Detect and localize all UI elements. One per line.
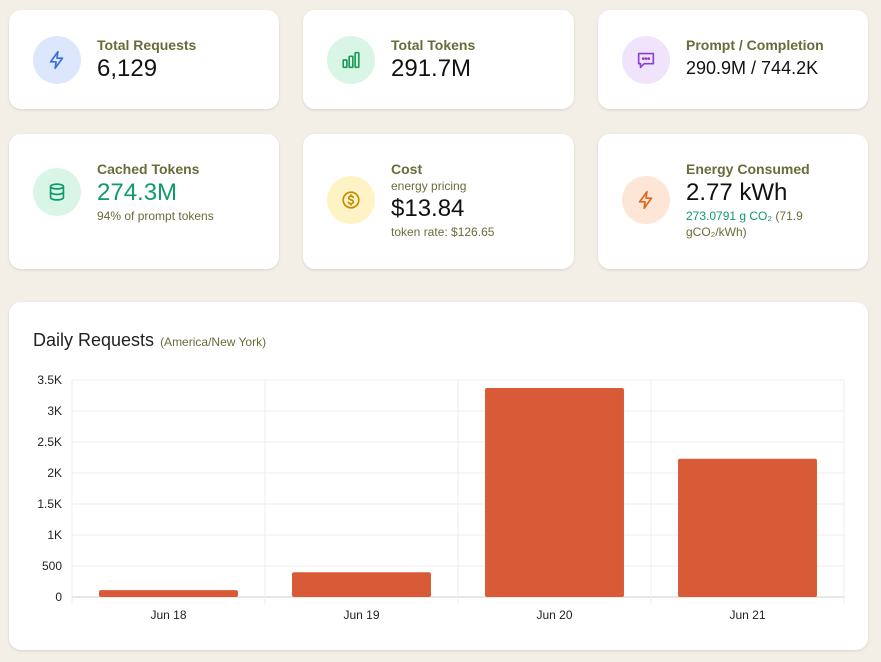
stat-sub: energy pricing xyxy=(391,179,467,193)
lightning-icon xyxy=(33,36,81,84)
stat-foot: token rate: $126.65 xyxy=(391,225,495,239)
stat-label: Total Tokens xyxy=(391,37,476,53)
stat-label: Cost xyxy=(391,161,423,177)
bar xyxy=(485,388,624,597)
y-tick-label: 1.5K xyxy=(37,497,62,511)
stat-label: Total Requests xyxy=(97,37,197,53)
lightning-icon xyxy=(622,176,670,224)
bar xyxy=(678,458,817,597)
stat-card-prompt-completion: Prompt / Completion 290.9M / 744.2K xyxy=(598,10,868,109)
y-tick-label: 1K xyxy=(47,528,62,542)
x-tick-label: Jun 19 xyxy=(343,608,379,622)
stat-card-cached-tokens: Cached Tokens 274.3M 94% of prompt token… xyxy=(9,134,279,269)
daily-requests-chart: 0 500 1K 1.5K 2K 2.5K 3K 3.5K Jun 18 Jun 19 Jun 20… xyxy=(37,373,845,622)
stat-value: $13.84 xyxy=(391,195,465,222)
stat-foot: 273.0791 g CO₂ (71.9 gCO₂/kWh) xyxy=(686,208,816,240)
dollar-coin-icon xyxy=(327,176,375,224)
database-icon xyxy=(33,168,81,216)
stat-value: 274.3M xyxy=(97,179,178,206)
x-tick-label: Jun 20 xyxy=(536,608,572,622)
chart-timezone: (America/New York) xyxy=(160,335,267,349)
stat-card-cost: Cost energy pricing $13.84 token rate: $… xyxy=(303,134,574,269)
bar xyxy=(292,572,431,597)
co2-amount: 273.0791 g CO₂ xyxy=(686,209,773,223)
y-tick-label: 3.5K xyxy=(37,373,62,387)
stat-label: Energy Consumed xyxy=(686,161,810,177)
stat-value: 6,129 xyxy=(97,55,158,82)
chart-title-text: Daily Requests xyxy=(33,330,155,350)
x-tick-label: Jun 18 xyxy=(150,608,186,622)
bar xyxy=(99,590,238,597)
stat-value: 291.7M xyxy=(391,55,472,82)
bar-chart-icon xyxy=(327,36,375,84)
stat-label: Cached Tokens xyxy=(97,161,200,177)
y-tick-label: 3K xyxy=(47,404,62,418)
x-tick-label: Jun 21 xyxy=(729,608,765,622)
chart-title: Daily Requests (America/New York) xyxy=(33,330,266,351)
stat-value: 290.9M / 744.2K xyxy=(686,58,819,78)
stat-label: Prompt / Completion xyxy=(686,37,824,53)
stat-card-total-requests: Total Requests 6,129 xyxy=(9,10,279,109)
chat-icon xyxy=(622,36,670,84)
daily-requests-card: Daily Requests (America/New York) 0 500 1K 1… xyxy=(9,302,868,650)
stat-card-total-tokens: Total Tokens 291.7M xyxy=(303,10,574,109)
stat-value: 2.77 kWh xyxy=(686,179,788,206)
stat-card-energy: Energy Consumed 2.77 kWh 273.0791 g CO₂ … xyxy=(598,134,868,269)
y-tick-label: 500 xyxy=(42,559,62,573)
stat-foot: 94% of prompt tokens xyxy=(97,209,214,223)
co2-rate: (71.9 gCO₂/kWh) xyxy=(686,209,803,239)
y-tick-label: 2K xyxy=(47,466,62,480)
y-tick-label: 2.5K xyxy=(37,435,62,449)
y-tick-label: 0 xyxy=(55,590,62,604)
